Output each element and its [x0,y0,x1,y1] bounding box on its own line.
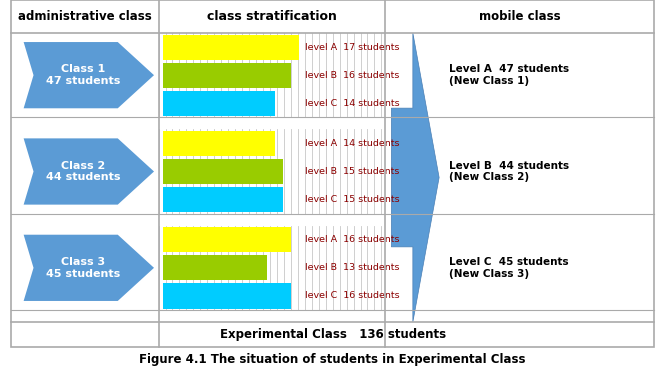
Polygon shape [23,234,156,302]
Text: level A  16 students: level A 16 students [305,235,399,244]
Text: level C  15 students: level C 15 students [305,195,399,204]
Text: level C  16 students: level C 16 students [305,291,399,300]
Text: class stratification: class stratification [207,10,337,23]
Text: Class 1
47 students: Class 1 47 students [46,64,120,86]
Bar [158,129,385,214]
Text: level B  13 students: level B 13 students [305,263,399,272]
Polygon shape [23,41,156,110]
Text: Level B  44 students
(New Class 2): Level B 44 students (New Class 2) [449,161,569,182]
Bar [163,91,275,116]
Text: level B  16 students: level B 16 students [305,70,399,80]
Text: level A  14 students: level A 14 students [305,139,399,148]
Bar [163,63,291,88]
Bar [163,187,283,212]
Bar [158,33,385,117]
Text: level C  14 students: level C 14 students [305,99,399,108]
Bar [163,131,275,156]
Text: mobile class: mobile class [479,10,561,23]
Text: Figure 4.1 The situation of students in Experimental Class: Figure 4.1 The situation of students in … [140,352,526,366]
Polygon shape [391,33,439,322]
Bar [158,226,385,310]
Polygon shape [23,137,156,206]
Bar [163,34,299,60]
Text: Class 3
45 students: Class 3 45 students [46,257,120,279]
Text: Level C  45 students
(New Class 3): Level C 45 students (New Class 3) [449,257,569,279]
Text: Experimental Class   136 students: Experimental Class 136 students [220,328,446,341]
Text: Class 2
44 students: Class 2 44 students [46,161,120,182]
Text: level A  17 students: level A 17 students [305,42,399,51]
Bar [163,227,291,252]
Bar [163,284,291,309]
Bar [163,159,283,184]
Bar [163,255,267,280]
Text: administrative class: administrative class [18,10,152,23]
Text: Level A  47 students
(New Class 1): Level A 47 students (New Class 1) [449,64,569,86]
Text: level B  15 students: level B 15 students [305,167,399,176]
